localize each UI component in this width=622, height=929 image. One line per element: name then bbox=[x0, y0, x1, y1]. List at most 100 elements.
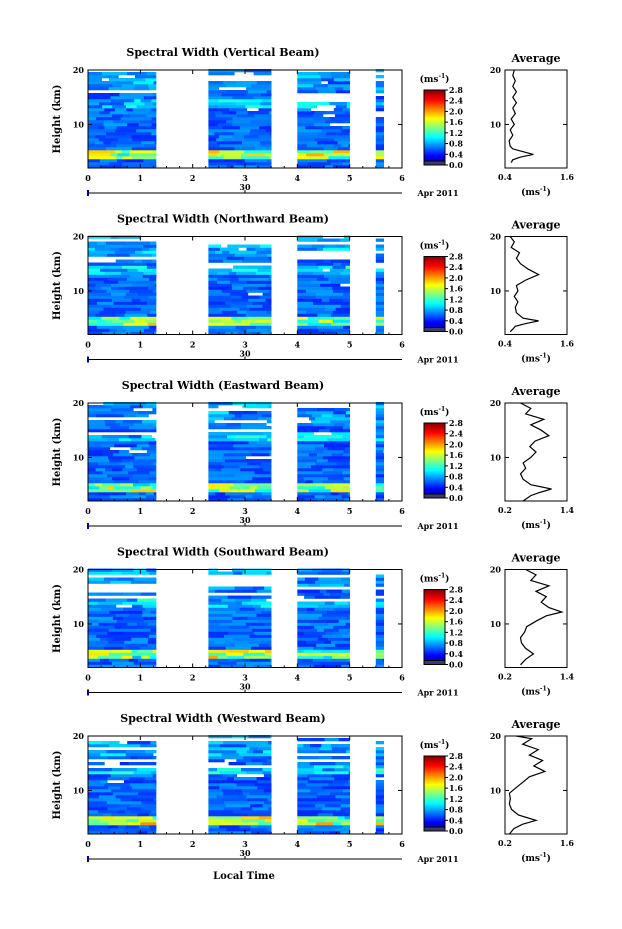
heatmap-cell bbox=[95, 313, 116, 317]
heatmap-cell bbox=[233, 571, 243, 575]
heatmap-cell bbox=[375, 631, 384, 635]
heatmap-cell bbox=[382, 816, 384, 820]
heatmap-cell bbox=[131, 453, 151, 457]
heatmap-cell bbox=[222, 126, 241, 130]
x-tick-label: 2 bbox=[190, 340, 196, 350]
heatmap-cell bbox=[208, 462, 223, 466]
heatmap-cell bbox=[88, 610, 110, 614]
heatmap-cell bbox=[230, 292, 249, 296]
heatmap-cell bbox=[375, 634, 384, 638]
heatmap-cell bbox=[208, 141, 218, 145]
heatmap-cell bbox=[297, 489, 310, 493]
heatmap-cell bbox=[318, 144, 334, 148]
heatmap-cell bbox=[88, 165, 100, 169]
heatmap-cell bbox=[220, 771, 247, 775]
heatmap-cell bbox=[146, 72, 156, 76]
heatmap-cell bbox=[228, 762, 247, 766]
heatmap-cell bbox=[261, 99, 272, 103]
heatmap-cell bbox=[334, 408, 348, 412]
heatmap-cell bbox=[344, 498, 350, 502]
heatmap-cell bbox=[334, 768, 348, 772]
heatmap-cell bbox=[315, 825, 343, 829]
heatmap-cell bbox=[99, 268, 110, 272]
heatmap-cell bbox=[128, 762, 157, 766]
heatmap-cell bbox=[297, 162, 308, 166]
heatmap-cell bbox=[225, 804, 251, 808]
heatmap-cell bbox=[132, 774, 153, 778]
heatmap-cell bbox=[140, 486, 153, 490]
heatmap-cell bbox=[297, 295, 316, 299]
heatmap-cell bbox=[257, 441, 272, 445]
heatmap-cell bbox=[312, 658, 341, 662]
heatmap-cell bbox=[234, 777, 257, 781]
heatmap-cell bbox=[310, 420, 331, 424]
heatmap-cell bbox=[297, 465, 312, 469]
heatmap-cell bbox=[266, 759, 272, 763]
heatmap-cell bbox=[143, 244, 157, 248]
heatmap-cell bbox=[334, 601, 349, 605]
heatmap-cell bbox=[148, 441, 157, 445]
colorbar-tick-label: 0.8 bbox=[449, 805, 463, 815]
heatmap-cell bbox=[348, 144, 350, 148]
heatmap-cell bbox=[337, 147, 349, 151]
colorbar bbox=[423, 589, 446, 665]
heatmap-cell bbox=[208, 444, 218, 448]
heatmap-cell bbox=[322, 468, 334, 472]
heatmap-cell bbox=[88, 123, 104, 127]
heatmap-cell bbox=[297, 156, 309, 160]
heatmap-cell bbox=[257, 601, 272, 605]
heatmap-cell bbox=[237, 331, 251, 335]
heatmap-cell bbox=[102, 105, 113, 109]
heatmap-cell bbox=[143, 159, 157, 163]
heatmap-cell bbox=[268, 301, 272, 305]
heatmap-cell bbox=[88, 744, 97, 748]
heatmap-cell bbox=[375, 822, 384, 826]
heatmap-cell bbox=[208, 646, 226, 650]
heatmap-cell bbox=[260, 123, 268, 127]
heatmap-cell bbox=[316, 262, 334, 266]
heatmap-cell bbox=[332, 286, 350, 290]
heatmap-cell bbox=[335, 307, 350, 311]
heatmap-cell bbox=[243, 286, 259, 290]
heatmap-cell bbox=[346, 616, 350, 620]
heatmap-cell bbox=[342, 568, 350, 572]
heatmap-cell bbox=[248, 640, 262, 644]
heatmap-cell bbox=[260, 141, 272, 145]
heatmap-cell bbox=[208, 150, 220, 154]
heatmap-cell bbox=[269, 655, 272, 659]
heatmap-cell bbox=[147, 637, 157, 641]
heatmap-cell bbox=[88, 652, 110, 656]
heatmap-cell bbox=[208, 607, 225, 611]
heatmap-cell bbox=[208, 465, 225, 469]
heatmap-cell bbox=[297, 613, 323, 617]
heatmap-cell bbox=[335, 331, 350, 335]
heatmap-cell bbox=[106, 801, 134, 805]
heatmap-cell bbox=[268, 277, 272, 281]
heatmap-cell bbox=[219, 489, 233, 493]
heatmap-cell bbox=[129, 253, 153, 257]
heatmap-cell bbox=[314, 607, 334, 611]
heatmap-cell bbox=[264, 607, 272, 611]
heatmap-cell bbox=[216, 138, 223, 142]
heatmap-cell bbox=[256, 637, 272, 641]
heatmap-cell bbox=[316, 483, 335, 487]
heatmap-cell bbox=[218, 135, 233, 139]
heatmap-cell bbox=[208, 162, 237, 166]
heatmap-cell bbox=[317, 628, 324, 632]
heatmap-cell bbox=[323, 247, 350, 251]
heatmap-cell bbox=[214, 132, 235, 136]
heatmap-cell bbox=[126, 78, 146, 82]
heatmap-cell bbox=[297, 807, 323, 811]
heatmap-cell bbox=[235, 81, 257, 85]
heatmap-cell bbox=[297, 105, 311, 109]
heatmap-cell bbox=[297, 831, 305, 835]
heatmap-cell bbox=[259, 295, 272, 299]
heatmap-cell bbox=[124, 780, 144, 784]
heatmap-cell bbox=[88, 129, 116, 133]
heatmap-cell bbox=[123, 322, 148, 326]
heatmap-cell bbox=[348, 771, 350, 775]
heatmap-cell bbox=[235, 598, 252, 602]
heatmap-cell bbox=[250, 129, 266, 133]
heatmap-cell bbox=[208, 256, 227, 260]
heatmap-cell bbox=[297, 816, 312, 820]
